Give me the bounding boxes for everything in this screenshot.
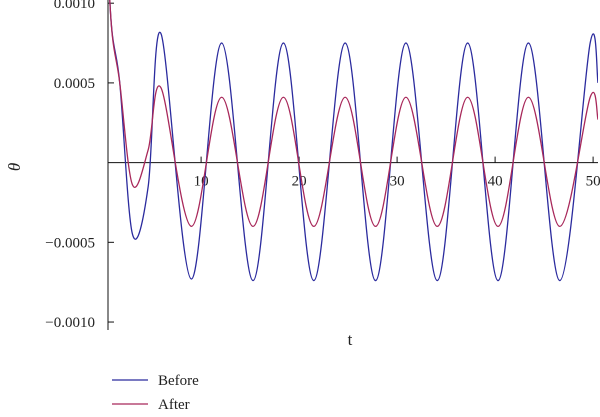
y-tick-label: 0.0005 — [54, 76, 95, 92]
y-tick-label: −0.0010 — [45, 315, 95, 331]
x-tick-label: 30 — [390, 174, 405, 190]
legend-label-after: After — [158, 397, 190, 413]
x-tick-label: 40 — [488, 174, 503, 190]
legend-label-before: Before — [158, 373, 199, 389]
y-tick-label: 0.0010 — [54, 0, 95, 12]
series-line-before — [109, 0, 598, 282]
y-axis-label: θ — [5, 163, 24, 171]
y-tick-label: −0.0005 — [45, 235, 95, 251]
legend: Before After — [112, 373, 199, 413]
x-tick-label: 50 — [586, 174, 600, 190]
x-axis-label: t — [348, 330, 353, 349]
x-tick-label: 10 — [194, 174, 209, 190]
x-tick-label: 20 — [292, 174, 307, 190]
series-line-after — [109, 0, 598, 228]
